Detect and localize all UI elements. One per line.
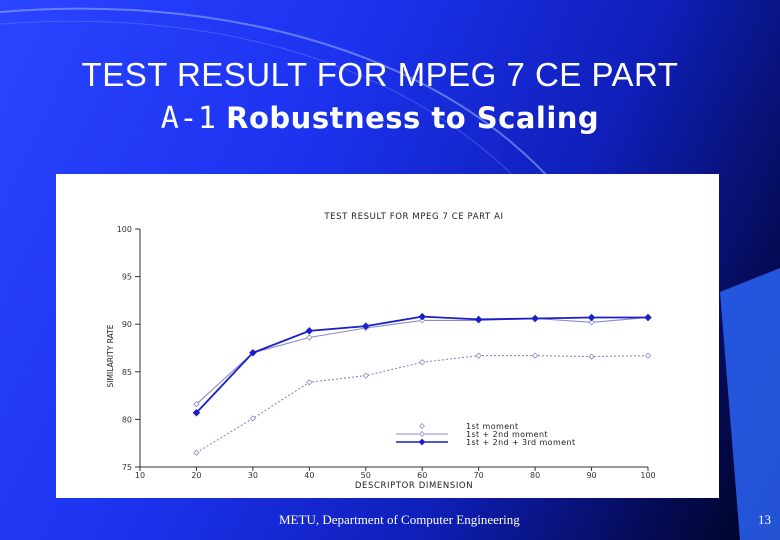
y-tick-label: 85 (122, 368, 132, 377)
data-point-series-3 (531, 314, 539, 323)
data-point-series-3 (644, 313, 652, 322)
x-tick-label: 40 (304, 471, 314, 480)
data-point-series-2 (306, 334, 313, 341)
data-point-series-2 (419, 317, 426, 324)
y-tick-label: 90 (122, 320, 132, 329)
page-number: 13 (758, 512, 771, 527)
series-line-1 (196, 355, 649, 454)
data-point-series-1 (362, 372, 369, 379)
data-point-series-1 (249, 415, 257, 422)
x-tick-label: 80 (530, 471, 540, 480)
data-point-series-3 (474, 315, 483, 324)
data-point-series-1 (419, 359, 426, 366)
data-point-series-3 (418, 312, 426, 321)
line-chart: TEST RESULT FOR MPEG 7 CE PART AI 75 80 85 9… (106, 212, 656, 491)
x-tick-label: 50 (361, 471, 371, 480)
data-point-series-1 (306, 379, 313, 386)
slide-title: TEST RESULT FOR MPEG 7 CE PART A-1 Robus… (0, 54, 760, 140)
data-point-series-3 (249, 348, 257, 357)
data-point-series-3 (192, 408, 201, 417)
x-tick-label: 100 (640, 471, 655, 480)
data-point-series-3 (587, 313, 596, 322)
x-tick-label: 30 (248, 471, 258, 480)
title-line-2-bold: Robustness to Scaling (226, 101, 600, 135)
y-tick-label: 75 (122, 463, 132, 472)
data-point-series-1 (588, 353, 595, 360)
legend-label-1: 1st moment (466, 422, 519, 431)
chart-title: TEST RESULT FOR MPEG 7 CE PART AI (323, 212, 503, 222)
x-tick-label: 10 (135, 471, 145, 480)
title-line-2-prefix: A-1 (160, 101, 217, 136)
data-point-series-2 (193, 401, 200, 408)
data-point-series-3 (362, 322, 370, 330)
legend-marker-2 (419, 431, 425, 437)
data-point-series-3 (305, 327, 314, 335)
y-axis-label: SIMILARITY RATE (106, 324, 115, 387)
x-tick-label: 70 (474, 471, 484, 480)
legend-label-2: 1st + 2nd moment (466, 430, 548, 439)
y-tick-label: 100 (117, 225, 132, 234)
x-tick-label: 60 (417, 471, 427, 480)
data-point-series-1 (644, 352, 652, 359)
x-axis-label: DESCRIPTOR DIMENSION (355, 481, 473, 491)
data-point-series-2 (588, 319, 595, 326)
data-point-series-1 (475, 352, 482, 359)
y-tick-label: 80 (122, 415, 132, 424)
data-point-series-1 (531, 352, 539, 359)
footer-text: METU, Department of Computer Engineering (279, 512, 520, 527)
title-line-1: TEST RESULT FOR MPEG 7 CE PART (81, 56, 679, 93)
x-tick-label: 20 (191, 471, 201, 480)
data-point-series-1 (193, 449, 200, 456)
chart-panel: TEST RESULT FOR MPEG 7 CE PART AI 75 80 85 9… (56, 174, 719, 498)
legend-label-3: 1st + 2nd + 3rd moment (466, 438, 575, 447)
legend-marker-3 (418, 438, 426, 446)
y-tick-label: 95 (122, 273, 132, 282)
x-tick-label: 90 (586, 471, 596, 480)
title-line-2: A-1 Robustness to Scaling (0, 96, 760, 140)
legend-marker-1 (419, 423, 425, 429)
